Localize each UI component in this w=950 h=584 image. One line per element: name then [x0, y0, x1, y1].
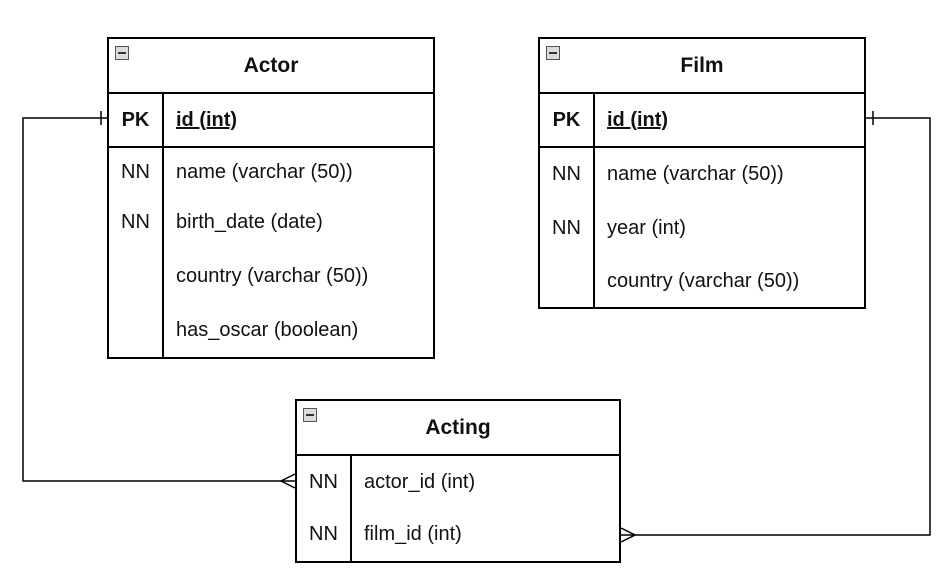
film-acting-relationship[interactable] [620, 111, 931, 543]
acting-fields: NN actor_id (int) NN film_id (int) [297, 456, 619, 561]
actor-fields: NN name (varchar (50)) NN birth_date (da… [109, 148, 433, 357]
actor-field-row[interactable]: country (varchar (50)) [109, 249, 433, 303]
actor-field-row[interactable]: NN name (varchar (50)) [109, 148, 433, 196]
collapse-icon[interactable] [546, 46, 560, 60]
collapse-icon[interactable] [303, 408, 317, 422]
film-table[interactable]: Film PK id (int) NN name (varchar (50)) … [538, 37, 866, 309]
film-id-field: id (int) [607, 108, 669, 131]
pk-label: PK [121, 108, 150, 131]
acting-actor-id-field: actor_id (int) [364, 470, 476, 493]
actor-birth-date-field: birth_date (date) [176, 211, 323, 233]
actor-table-title: Actor [243, 53, 299, 77]
actor-id-field: id (int) [176, 108, 238, 131]
column-divider [593, 148, 595, 307]
film-field-row[interactable]: NN name (varchar (50)) [540, 148, 864, 201]
actor-acting-relationship[interactable] [22, 111, 296, 489]
key-label [109, 249, 162, 303]
nn-label: NN [309, 523, 338, 545]
film-acting-connector [621, 117, 931, 536]
nn-label: NN [552, 216, 581, 239]
column-divider [593, 94, 595, 146]
column-divider [162, 148, 164, 357]
film-field-row[interactable]: NN year (int) [540, 201, 864, 255]
acting-field-row[interactable]: NN actor_id (int) [297, 456, 619, 508]
column-divider [350, 456, 352, 561]
acting-table[interactable]: Acting NN actor_id (int) NN film_id (int… [295, 399, 621, 563]
actor-field-row[interactable]: has_oscar (boolean) [109, 303, 433, 357]
actor-acting-connector [22, 117, 295, 482]
nn-label: NN [309, 470, 338, 493]
key-label [109, 303, 162, 357]
film-year-field: year (int) [607, 216, 686, 239]
key-label [540, 255, 593, 307]
actor-table-header[interactable]: Actor [109, 39, 433, 94]
actor-table[interactable]: Actor PK id (int) NN name (varchar (50))… [107, 37, 435, 359]
actor-country-field: country (varchar (50)) [176, 264, 369, 287]
film-table-title: Film [680, 53, 724, 77]
film-fields: NN name (varchar (50)) NN year (int) cou… [540, 148, 864, 307]
actor-field-row[interactable]: NN birth_date (date) [109, 196, 433, 249]
nn-label: NN [552, 163, 581, 185]
acting-field-row[interactable]: NN film_id (int) [297, 508, 619, 561]
column-divider [162, 94, 164, 146]
film-name-field: name (varchar (50)) [607, 163, 784, 185]
film-country-field: country (varchar (50)) [607, 269, 800, 292]
actor-name-field: name (varchar (50)) [176, 160, 353, 183]
film-field-row[interactable]: country (varchar (50)) [540, 255, 864, 307]
film-table-header[interactable]: Film [540, 39, 864, 94]
acting-many-marker-film [620, 527, 637, 543]
actor-pk-row[interactable]: PK id (int) [109, 94, 433, 148]
acting-many-marker [279, 473, 296, 489]
film-pk-row[interactable]: PK id (int) [540, 94, 864, 148]
acting-film-id-field: film_id (int) [364, 523, 462, 545]
actor-has-oscar-field: has_oscar (boolean) [176, 318, 359, 341]
collapse-icon[interactable] [115, 46, 129, 60]
pk-label: PK [552, 108, 581, 131]
nn-label: NN [121, 211, 150, 233]
nn-label: NN [121, 160, 150, 183]
acting-table-title: Acting [425, 415, 491, 439]
acting-table-header[interactable]: Acting [297, 401, 619, 456]
